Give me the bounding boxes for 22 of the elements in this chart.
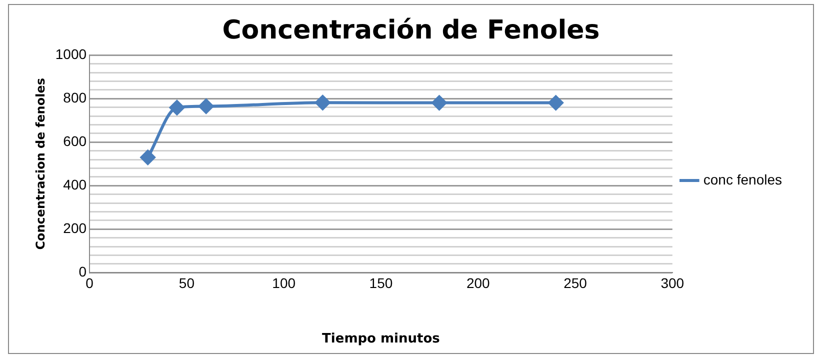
point	[315, 95, 330, 110]
y-tick-label: 800	[63, 90, 87, 106]
y-tick-label: 400	[63, 176, 87, 192]
point	[432, 95, 447, 110]
x-tick-label: 150	[369, 274, 393, 291]
point	[140, 150, 156, 165]
x-tick-label: 100	[272, 274, 296, 291]
y-tick-label: 600	[63, 133, 87, 150]
y-axis-title: Concentracion de fenoles	[33, 78, 48, 250]
point	[548, 95, 564, 110]
x-tick-label: 300	[660, 274, 684, 291]
y-tick-label: 200	[63, 220, 87, 236]
x-axis-title: Tiempo minutos	[322, 332, 440, 347]
chart-title: Concentración de Fenoles	[222, 15, 600, 46]
legend-label: conc fenoles	[703, 171, 782, 188]
y-tick-label: 1000	[55, 46, 87, 62]
x-tick-label: 250	[564, 274, 588, 291]
x-tick-label: 200	[466, 274, 490, 291]
x-tick-label: 50	[178, 274, 195, 291]
point	[169, 100, 184, 116]
y-tick-label: 0	[78, 263, 87, 280]
point	[198, 98, 214, 114]
